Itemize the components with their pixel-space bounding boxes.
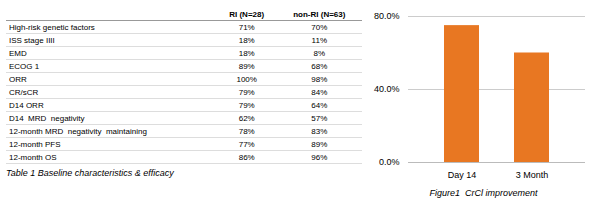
html-text:11%: 11% bbox=[311, 35, 327, 45]
html-text:84%: 84% bbox=[311, 87, 328, 97]
html-text:EMD: EMD bbox=[9, 48, 27, 58]
html-text:12-month PFS: 12-month PFS bbox=[9, 139, 61, 149]
html-text:79%: 79% bbox=[238, 87, 255, 97]
html-text:98%: 98% bbox=[311, 74, 328, 84]
html-text:62%: 62% bbox=[238, 113, 255, 123]
html-text:ISS stage IIII: ISS stage IIII bbox=[9, 35, 55, 45]
html-text:71%: 71% bbox=[238, 22, 255, 32]
html-text:78%: 78% bbox=[238, 126, 255, 136]
html-text:D14 MRD negativity: D14 MRD negativity bbox=[9, 113, 85, 123]
html-text:86%: 86% bbox=[238, 152, 255, 162]
html-text:non-RI (N=63): non-RI (N=63) bbox=[293, 9, 346, 19]
html-text:18%: 18% bbox=[238, 35, 255, 45]
html-text:RI (N=28): RI (N=28) bbox=[229, 9, 265, 19]
html-text:68%: 68% bbox=[311, 61, 328, 71]
html-text:89%: 89% bbox=[311, 139, 328, 149]
html-text:70%: 70% bbox=[311, 22, 328, 32]
html-text:High-risk genetic factors: High-risk genetic factors bbox=[9, 22, 95, 32]
html-text:ECOG 1: ECOG 1 bbox=[9, 61, 40, 71]
html-text:Figure1 CrCl improvement: Figure1 CrCl improvement bbox=[429, 188, 538, 198]
html-text:96%: 96% bbox=[311, 152, 328, 162]
svg-text:3 Month: 3 Month bbox=[516, 170, 549, 180]
html-text:ORR: ORR bbox=[9, 74, 27, 84]
html-text:D14 ORR: D14 ORR bbox=[9, 100, 44, 110]
html-text:79%: 79% bbox=[238, 100, 255, 110]
svg-text:Day 14: Day 14 bbox=[448, 170, 477, 180]
html-text:CR/sCR: CR/sCR bbox=[9, 87, 39, 97]
html-text:64%: 64% bbox=[311, 100, 328, 110]
html-text:12-month OS: 12-month OS bbox=[9, 152, 57, 162]
svg-text:80.0%: 80.0% bbox=[374, 11, 400, 21]
svg-text:0.0%: 0.0% bbox=[379, 157, 400, 167]
html-text:89%: 89% bbox=[238, 61, 255, 71]
html-text:Table 1 Baseline characteristi: Table 1 Baseline characteristics & effic… bbox=[6, 168, 174, 178]
svg-text:40.0%: 40.0% bbox=[374, 84, 400, 94]
html-text:100%: 100% bbox=[236, 74, 257, 84]
html-text:8%: 8% bbox=[313, 48, 326, 58]
html-text:12-month MRD negativity mainta: 12-month MRD negativity maintaining bbox=[9, 126, 147, 136]
html-text:18%: 18% bbox=[238, 48, 255, 58]
html-text:77%: 77% bbox=[238, 139, 255, 149]
html-text:83%: 83% bbox=[311, 126, 328, 136]
html-text:57%: 57% bbox=[311, 113, 328, 123]
